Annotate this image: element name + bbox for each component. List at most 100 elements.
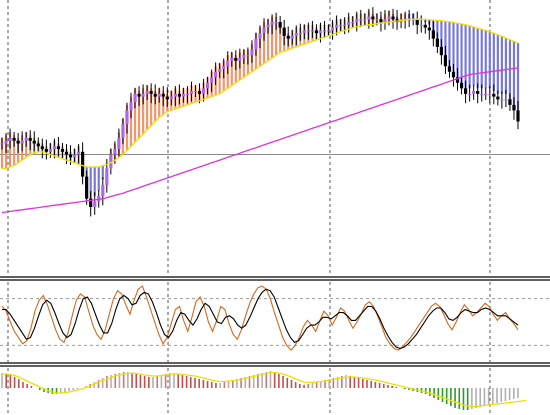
candle-body — [214, 71, 218, 78]
candle-body — [0, 143, 4, 145]
candle-body — [89, 198, 93, 207]
oscillator-bars — [1, 371, 519, 410]
candle-body — [210, 77, 214, 83]
candle-body — [363, 19, 367, 21]
candle-body — [274, 22, 278, 24]
price-panel-background — [0, 0, 550, 278]
candle-body — [189, 91, 194, 94]
candle-body — [48, 149, 52, 152]
candle-body — [165, 96, 169, 100]
candle-body — [286, 35, 290, 39]
candle-body — [76, 151, 81, 155]
candle-body — [157, 93, 161, 97]
candle-body — [334, 24, 339, 28]
candle-body — [326, 30, 331, 32]
candle-body — [222, 66, 226, 69]
candle-body — [8, 138, 12, 141]
candle-body — [93, 201, 97, 207]
candle-body — [81, 151, 85, 177]
candle-body — [44, 149, 48, 152]
candle-body — [230, 57, 234, 61]
candle-body — [278, 22, 282, 28]
candle-body — [218, 69, 222, 72]
candle-body — [250, 49, 254, 56]
candle-body — [72, 154, 77, 158]
candle-body — [85, 176, 89, 199]
candle-body — [451, 71, 456, 78]
candle-body — [173, 93, 177, 97]
candle-body — [32, 140, 36, 144]
candle-body — [282, 27, 286, 36]
candle-body — [205, 82, 210, 89]
candle-body — [266, 24, 270, 28]
candle-body — [177, 93, 181, 97]
candle-body — [258, 33, 262, 39]
candle-body — [226, 60, 230, 67]
candle-body — [516, 110, 520, 122]
candle-body — [56, 146, 61, 150]
candle-body — [4, 140, 8, 144]
candle-body — [234, 57, 238, 61]
candle-body — [447, 66, 452, 72]
candle-body — [40, 146, 44, 150]
candle-body — [28, 138, 32, 141]
candle-body — [455, 77, 460, 83]
candle-body — [508, 99, 512, 105]
candle-body — [52, 146, 57, 150]
candle-body — [181, 93, 186, 97]
candle-body — [375, 19, 379, 21]
candle-body — [347, 22, 351, 25]
candle-body — [435, 38, 439, 47]
candle-body — [496, 96, 500, 100]
candle-body — [427, 27, 431, 31]
candle-body — [367, 16, 371, 20]
candle-body — [113, 149, 117, 155]
candle-body — [500, 99, 504, 101]
candle-body — [16, 140, 20, 144]
candle-body — [439, 46, 444, 56]
candle-body — [262, 27, 266, 34]
candle-body — [161, 93, 165, 97]
candle-body — [246, 55, 250, 57]
stochastic-lines — [1, 285, 519, 351]
candle-body — [298, 33, 302, 35]
candle-body — [488, 93, 492, 95]
candle-body — [492, 93, 496, 97]
candle-body — [463, 88, 468, 94]
candle-body — [310, 30, 315, 32]
candle-body — [149, 91, 153, 94]
candle-body — [201, 88, 206, 94]
candle-body — [290, 35, 294, 39]
candle-body — [476, 91, 480, 94]
candle-body — [121, 124, 125, 138]
candle-body — [302, 30, 306, 34]
price-grid — [0, 0, 550, 276]
candle-body — [20, 140, 24, 144]
ma-magenta-line — [1, 67, 519, 214]
candle-body — [423, 24, 427, 28]
candle-body — [306, 30, 310, 32]
candle-body — [242, 55, 246, 58]
stochastic-grid — [0, 282, 550, 362]
candle-body — [105, 168, 109, 185]
candle-body — [472, 91, 476, 94]
candle-body — [504, 99, 508, 101]
candle-body — [137, 93, 141, 97]
candle-body — [359, 19, 363, 21]
candle-body — [371, 16, 375, 20]
candle-body — [459, 82, 464, 89]
stochastic-signal-line — [2, 288, 519, 350]
candle-body — [238, 57, 242, 61]
candle-body — [270, 22, 274, 25]
candle-body — [339, 24, 343, 26]
candle-body — [468, 93, 472, 95]
candle-body — [185, 93, 190, 95]
candle-body — [351, 22, 355, 24]
candle-body — [419, 24, 423, 26]
oscillator-grid — [7, 368, 491, 415]
candle-body — [109, 154, 113, 169]
candle-body — [431, 30, 435, 39]
candle-body — [343, 24, 347, 26]
